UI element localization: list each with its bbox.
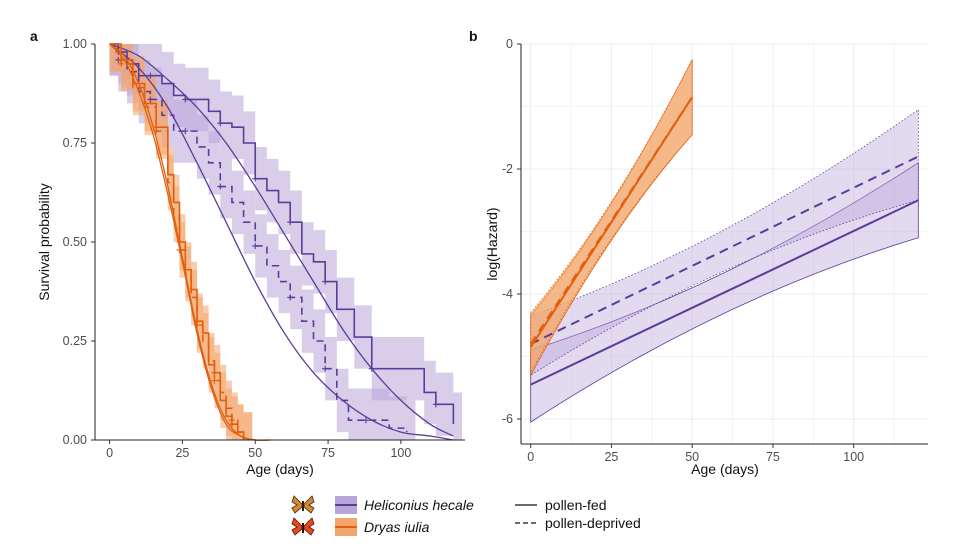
legend-item-heliconius: Heliconius hecale [291,495,474,514]
butterfly-icon [291,495,315,514]
x-tick-label: 100 [843,450,864,464]
a-dryas-iulia-pollen-deprived-censor-mark [153,128,160,135]
x-tick-label: 100 [390,446,411,460]
y-tick-label: 0 [506,37,513,51]
a-heliconius-hecale-pollen-fed-censor-mark [147,72,154,79]
legend: Heliconius hecale Dryas iulia pollen-fed… [291,495,641,536]
panel-a-survival-curves [109,43,455,441]
panel-a-x-title: Age (days) [246,461,314,477]
a-heliconius-hecale-pollen-deprived-fitted-curve [109,43,454,441]
x-tick-label: 50 [685,450,699,464]
x-tick-label: 0 [106,446,113,460]
a-heliconius-hecale-pollen-deprived-censor-mark [322,365,329,372]
a-heliconius-hecale-pollen-fed-censor-mark [287,219,294,226]
panel-a: a 0 25 50 75 100 0.00 0.25 0.50 0.75 1.00 Age (da… [30,28,465,477]
a-heliconius-hecale-pollen-deprived-censor-mark [252,242,259,249]
butterfly-icon [291,517,315,536]
y-tick-label: 0.75 [63,136,87,150]
a-dryas-iulia-pollen-deprived-censor-mark [193,322,200,329]
a-heliconius-hecale-pollen-deprived-censor-mark [147,96,154,103]
legend-item-pollen-fed: pollen-fed [515,497,607,513]
b-heliconius-hecale-pollen-deprived-ci-band [530,108,919,376]
b-heliconius-hecale-pollen-fed-hazard-line [530,199,919,386]
legend-label-pollen-fed: pollen-fed [545,497,607,513]
panel-b-ticks: 0 25 50 75 100 0 -2 -4 -6 [502,37,864,464]
x-tick-label: 25 [175,446,189,460]
x-tick-label: 75 [321,446,335,460]
a-heliconius-hecale-pollen-fed-censor-mark [252,175,259,182]
a-heliconius-hecale-pollen-deprived-censor-mark [217,183,224,190]
a-heliconius-hecale-pollen-deprived-censor-mark [362,417,369,424]
x-tick-label: 25 [604,450,618,464]
panel-b-hazard-lines [529,96,919,386]
a-dryas-iulia-pollen-deprived-km-step [109,43,245,440]
panel-b-confidence-bands [530,59,919,423]
a-heliconius-hecale-pollen-fed-censor-mark [322,278,329,285]
a-heliconius-hecale-pollen-deprived-km-step [109,43,408,433]
x-tick-label: 0 [527,450,534,464]
a-heliconius-hecale-pollen-deprived-censor-mark [287,294,294,301]
a-heliconius-hecale-pollen-deprived-ci-band [109,44,416,440]
legend-item-dryas: Dryas iulia [291,517,430,536]
panel-b-y-title: log(Hazard) [484,207,500,280]
legend-label-pollen-deprived: pollen-deprived [545,515,641,531]
b-dryas-iulia-pollen-deprived-ci-band [530,59,693,373]
panel-b-letter: b [469,28,478,44]
a-dryas-iulia-pollen-deprived-censor-mark [228,417,235,424]
y-tick-label: -2 [502,162,513,176]
b-heliconius-hecale-pollen-deprived-hazard-line [530,155,919,345]
a-heliconius-hecale-pollen-fed-censor-mark [217,120,224,127]
panel-a-letter: a [30,28,38,44]
a-heliconius-hecale-pollen-fed-censor-mark [368,365,375,372]
a-heliconius-hecale-pollen-deprived-censor-mark [182,128,189,135]
legend-label-dryas: Dryas iulia [364,519,430,535]
a-heliconius-hecale-pollen-fed-fitted-curve [109,43,454,437]
a-dryas-iulia-pollen-deprived-censor-mark [118,60,125,67]
x-tick-label: 75 [766,450,780,464]
a-heliconius-hecale-pollen-fed-ci-band [109,44,463,440]
y-tick-label: 0.25 [63,334,87,348]
a-dryas-iulia-pollen-deprived-censor-mark [211,377,218,384]
panel-b: b 0 25 50 75 100 0 -2 -4 -6 Age (days) log(Hazar… [469,28,928,477]
legend-item-pollen-deprived: pollen-deprived [515,515,641,531]
panel-a-y-title: Survival probability [36,183,52,301]
a-dryas-iulia-pollen-deprived-fitted-curve [109,43,270,441]
a-heliconius-hecale-pollen-fed-censor-mark [182,96,189,103]
y-tick-label: 0.00 [63,433,87,447]
y-tick-label: -4 [502,287,513,301]
panel-b-x-title: Age (days) [691,461,759,477]
legend-label-heliconius: Heliconius hecale [364,497,474,513]
a-dryas-iulia-pollen-deprived-censor-mark [176,246,183,253]
panel-a-ticks: 0 25 50 75 100 0.00 0.25 0.50 0.75 1.00 [63,37,412,460]
b-dryas-iulia-pollen-deprived-hazard-line [529,96,694,345]
y-tick-label: 0.50 [63,235,87,249]
x-tick-label: 50 [248,446,262,460]
y-tick-label: -6 [502,412,513,426]
a-heliconius-hecale-pollen-fed-censor-mark [432,401,439,408]
a-heliconius-hecale-pollen-fed-km-step [109,43,455,425]
y-tick-label: 1.00 [63,37,87,51]
